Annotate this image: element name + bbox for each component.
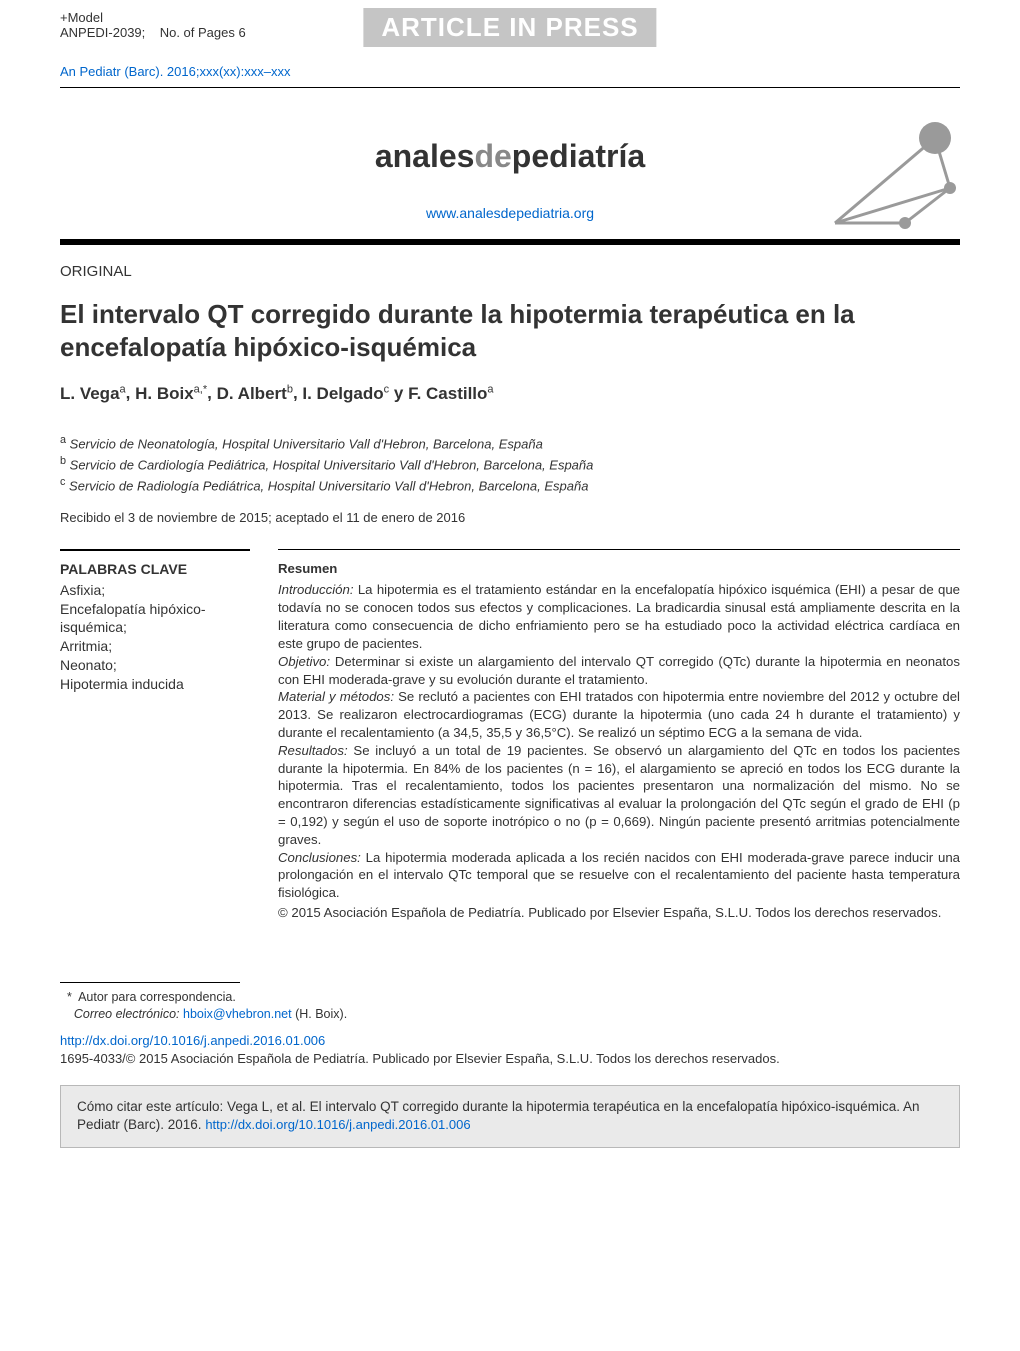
footnotes: * Autor para correspondencia. Correo ele… — [0, 989, 1020, 1069]
citation-pages: :xxx–xxx — [241, 64, 291, 79]
author-3: I. Delgadoc — [302, 384, 389, 403]
model-prefix: +Model — [60, 10, 103, 25]
abstract-heading: Resumen — [278, 560, 960, 578]
keyword-4: Hipotermia inducida — [60, 675, 250, 694]
cite-text: Cómo citar este artículo: Vega L, et al.… — [77, 1099, 919, 1133]
journal-logo-icon — [820, 118, 960, 238]
press-banner: ARTICLE IN PRESS — [363, 8, 656, 47]
article-dates: Recibido el 3 de noviembre de 2015; acep… — [60, 510, 960, 525]
journal-title-part3: pediatría — [512, 138, 645, 174]
corresponding-email: Correo electrónico: hboix@vhebron.net (H… — [60, 1006, 960, 1024]
abstract-methods: Material y métodos: Se reclutó a pacient… — [278, 688, 960, 741]
journal-header: analesdepediatría www.analesdepediatria.… — [0, 138, 1020, 221]
abstract-copyright: © 2015 Asociación Española de Pediatría.… — [278, 904, 960, 922]
journal-url-link[interactable]: www.analesdepediatria.org — [426, 205, 594, 221]
model-id: ANPEDI-2039; — [60, 25, 145, 40]
author-0: L. Vegaa — [60, 384, 126, 403]
abstract-box: Resumen Introducción: La hipotermia es e… — [278, 549, 960, 922]
cite-doi-link[interactable]: http://dx.doi.org/10.1016/j.anpedi.2016.… — [205, 1117, 470, 1132]
abstract-intro: Introducción: La hipotermia es el tratam… — [278, 581, 960, 652]
keywords-heading: PALABRAS CLAVE — [60, 561, 250, 577]
author-list: L. Vegaa, H. Boixa,*, D. Albertb, I. Del… — [60, 383, 960, 404]
author-2: D. Albertb — [217, 384, 293, 403]
keywords-box: PALABRAS CLAVE Asfixia; Encefalopatía hi… — [60, 549, 250, 922]
running-citation: An Pediatr (Barc). 2016;xxx(xx):xxx–xxx — [60, 64, 960, 79]
header: +Model ANPEDI-2039; No. of Pages 6 ARTIC… — [0, 0, 1020, 79]
author-1: H. Boixa,* — [135, 384, 207, 403]
pages-label: No. of Pages 6 — [160, 25, 246, 40]
header-rule — [60, 87, 960, 88]
article-content: ORIGINAL El intervalo QT corregido duran… — [0, 245, 1020, 922]
abstract-results: Resultados: Se incluyó a un total de 19 … — [278, 742, 960, 849]
journal-title-part2: de — [474, 138, 511, 174]
affiliation-c: c Servicio de Radiología Pediátrica, Hos… — [60, 476, 960, 493]
issn-copyright: 1695-4033/© 2015 Asociación Española de … — [60, 1050, 960, 1068]
corresponding-author: * Autor para correspondencia. — [60, 989, 960, 1007]
email-link[interactable]: hboix@vhebron.net — [183, 1007, 292, 1021]
cite-box: Cómo citar este artículo: Vega L, et al.… — [60, 1085, 960, 1149]
keyword-1: Encefalopatía hipóxico-isquémica; — [60, 600, 250, 638]
doi-link[interactable]: http://dx.doi.org/10.1016/j.anpedi.2016.… — [60, 1033, 325, 1048]
affiliation-a: a Servicio de Neonatología, Hospital Uni… — [60, 434, 960, 451]
abstract-row: PALABRAS CLAVE Asfixia; Encefalopatía hi… — [60, 549, 960, 922]
abstract-objective: Objetivo: Determinar si existe un alarga… — [278, 653, 960, 689]
citation-prefix: An Pediatr (Barc). 2016; — [60, 64, 199, 79]
journal-title-part1: anales — [375, 138, 475, 174]
keyword-0: Asfixia; — [60, 581, 250, 600]
footnote-rule — [60, 982, 240, 983]
affiliation-b: b Servicio de Cardiología Pediátrica, Ho… — [60, 455, 960, 472]
keyword-3: Neonato; — [60, 656, 250, 675]
abstract-conclusions: Conclusiones: La hipotermia moderada apl… — [278, 849, 960, 902]
keyword-2: Arritmia; — [60, 637, 250, 656]
author-conj: y — [394, 384, 403, 403]
author-4: F. Castilloa — [408, 384, 493, 403]
article-title: El intervalo QT corregido durante la hip… — [60, 298, 960, 363]
citation-issue: xxx(xx) — [199, 64, 240, 79]
section-label: ORIGINAL — [60, 263, 960, 280]
